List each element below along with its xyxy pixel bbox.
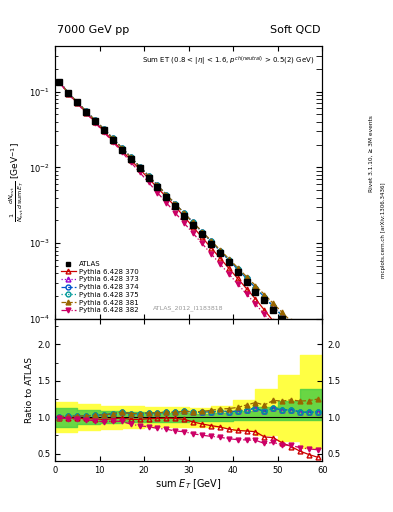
X-axis label: sum $E_T$ [GeV]: sum $E_T$ [GeV] xyxy=(155,477,222,491)
Text: Rivet 3.1.10, ≥ 3M events: Rivet 3.1.10, ≥ 3M events xyxy=(369,115,374,192)
Text: ATLAS_2012_I1183818: ATLAS_2012_I1183818 xyxy=(153,305,224,311)
Text: Sum ET (0.8 < |$\eta$| < 1.6, $p^{ch(neutral)}$ > 0.5(2) GeV): Sum ET (0.8 < |$\eta$| < 1.6, $p^{ch(neu… xyxy=(142,54,314,67)
Text: mcplots.cern.ch [arXiv:1306.3436]: mcplots.cern.ch [arXiv:1306.3436] xyxy=(381,183,386,278)
Y-axis label: Ratio to ATLAS: Ratio to ATLAS xyxy=(25,357,34,423)
Text: Soft QCD: Soft QCD xyxy=(270,25,320,35)
Y-axis label: $\frac{1}{N_\mathrm{evt}}\frac{dN_\mathrm{evt}}{d\,\mathrm{sum}\,E_T}$ [GeV$^{-1: $\frac{1}{N_\mathrm{evt}}\frac{dN_\mathr… xyxy=(7,142,26,222)
Legend: ATLAS, Pythia 6.428 370, Pythia 6.428 373, Pythia 6.428 374, Pythia 6.428 375, P: ATLAS, Pythia 6.428 370, Pythia 6.428 37… xyxy=(59,259,140,315)
Text: 7000 GeV pp: 7000 GeV pp xyxy=(57,25,129,35)
